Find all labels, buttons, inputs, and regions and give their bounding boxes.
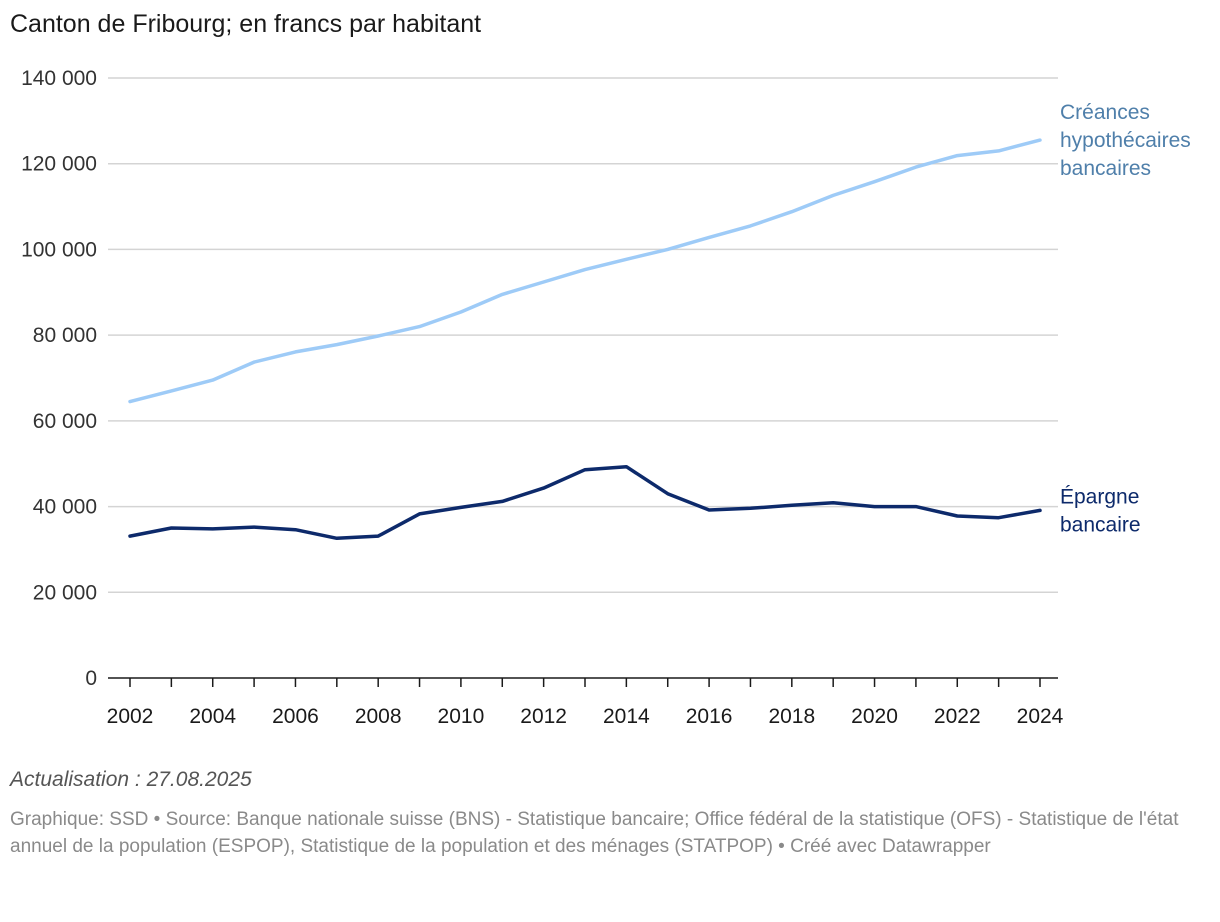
y-tick-label-80000: 80 000 bbox=[33, 324, 97, 347]
chart-title: Canton de Fribourg; en francs par habita… bbox=[10, 10, 482, 38]
y-tick-label-120000: 120 000 bbox=[21, 153, 97, 176]
series-lines bbox=[128, 138, 1042, 541]
y-axis-tick-labels: 0 20 000 40 000 60 000 80 000 100 000 120 000 1… bbox=[21, 67, 97, 690]
update-date: Actualisation : 27.08.2025 bbox=[10, 768, 252, 791]
series-label-0-line-1: hypothécaires bbox=[1060, 129, 1191, 152]
y-tick-label-60000: 60 000 bbox=[33, 410, 97, 433]
x-tick-label-2010: 2010 bbox=[438, 705, 485, 728]
series-label-0-line-0: Créances bbox=[1060, 101, 1150, 124]
y-tick-label-140000: 140 000 bbox=[21, 67, 97, 90]
x-tick-label-2008: 2008 bbox=[355, 705, 402, 728]
series-label-0: Créances hypothécaires bancaires bbox=[1060, 101, 1191, 180]
series-line-1 bbox=[128, 464, 1042, 541]
x-axis: 2002 2004 2006 2008 2010 2012 2014 2016 2018 2020… bbox=[107, 677, 1064, 728]
y-tick-label-0: 0 bbox=[85, 667, 97, 690]
grid-lines bbox=[108, 77, 1058, 594]
line-chart: 0 20 000 40 000 60 000 80 000 100 000 120 000 1… bbox=[21, 67, 1191, 728]
series-label-0-line-2: bancaires bbox=[1060, 157, 1151, 180]
x-tick-label-2022: 2022 bbox=[934, 705, 981, 728]
x-tick-label-2002: 2002 bbox=[107, 705, 154, 728]
x-tick-label-2016: 2016 bbox=[686, 705, 733, 728]
series-line-0 bbox=[128, 138, 1042, 404]
source-notes: Graphique: SSD • Source: Banque national… bbox=[10, 809, 1179, 857]
x-tick-label-2024: 2024 bbox=[1017, 705, 1064, 728]
y-tick-label-100000: 100 000 bbox=[21, 238, 97, 261]
series-label-1-line-0: Épargne bbox=[1060, 485, 1139, 508]
series-label-1-line-1: bancaire bbox=[1060, 513, 1141, 536]
x-tick-label-2018: 2018 bbox=[768, 705, 815, 728]
y-tick-label-40000: 40 000 bbox=[33, 496, 97, 519]
series-labels: Créances hypothécaires bancaires Épargne ban… bbox=[1060, 101, 1191, 536]
series-label-1: Épargne bancaire bbox=[1060, 485, 1141, 536]
x-tick-label-2020: 2020 bbox=[851, 705, 898, 728]
y-tick-label-20000: 20 000 bbox=[33, 581, 97, 604]
x-tick-label-2004: 2004 bbox=[189, 705, 236, 728]
x-tick-label-2014: 2014 bbox=[603, 705, 650, 728]
x-tick-label-2012: 2012 bbox=[520, 705, 567, 728]
x-tick-label-2006: 2006 bbox=[272, 705, 319, 728]
